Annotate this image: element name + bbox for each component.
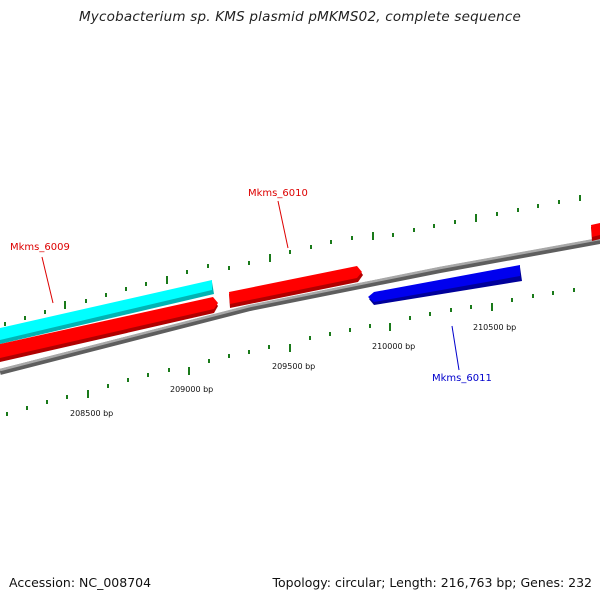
inner-tick-row: [6, 288, 575, 416]
tick-label: 209500 bp: [272, 362, 315, 371]
gene-feature-forward-edge[interactable]: [591, 223, 600, 241]
gene-feature-mkms-6011[interactable]: [368, 265, 522, 305]
gene-feature-mkms-6010[interactable]: [229, 266, 363, 308]
label-pointer-mkms-6011: [451, 325, 460, 371]
label-pointer-mkms-6010: [277, 200, 289, 249]
accession-label: Accession: NC_008704: [9, 575, 152, 590]
gene-label-mkms-6010: Mkms_6010: [248, 188, 308, 199]
tick-label: 209000 bp: [170, 385, 213, 394]
map-title: Mycobacterium sp. KMS plasmid pMKMS02, c…: [78, 9, 522, 25]
label-pointer-mkms-6009: [41, 256, 54, 304]
outer-tick-row: [4, 195, 581, 326]
tick-label: 210500 bp: [473, 323, 516, 332]
tick-label: 210000 bp: [372, 342, 415, 351]
gene-label-mkms-6009: Mkms_6009: [10, 242, 70, 253]
gene-feature-forward-1[interactable]: [0, 297, 218, 362]
topology-summary: Topology: circular; Length: 216,763 bp; …: [272, 575, 593, 590]
tick-label: 208500 bp: [70, 409, 113, 418]
plasmid-backbone: [0, 237, 600, 375]
gene-label-mkms-6011: Mkms_6011: [432, 373, 492, 384]
gene-feature-cyan[interactable]: [0, 280, 214, 344]
